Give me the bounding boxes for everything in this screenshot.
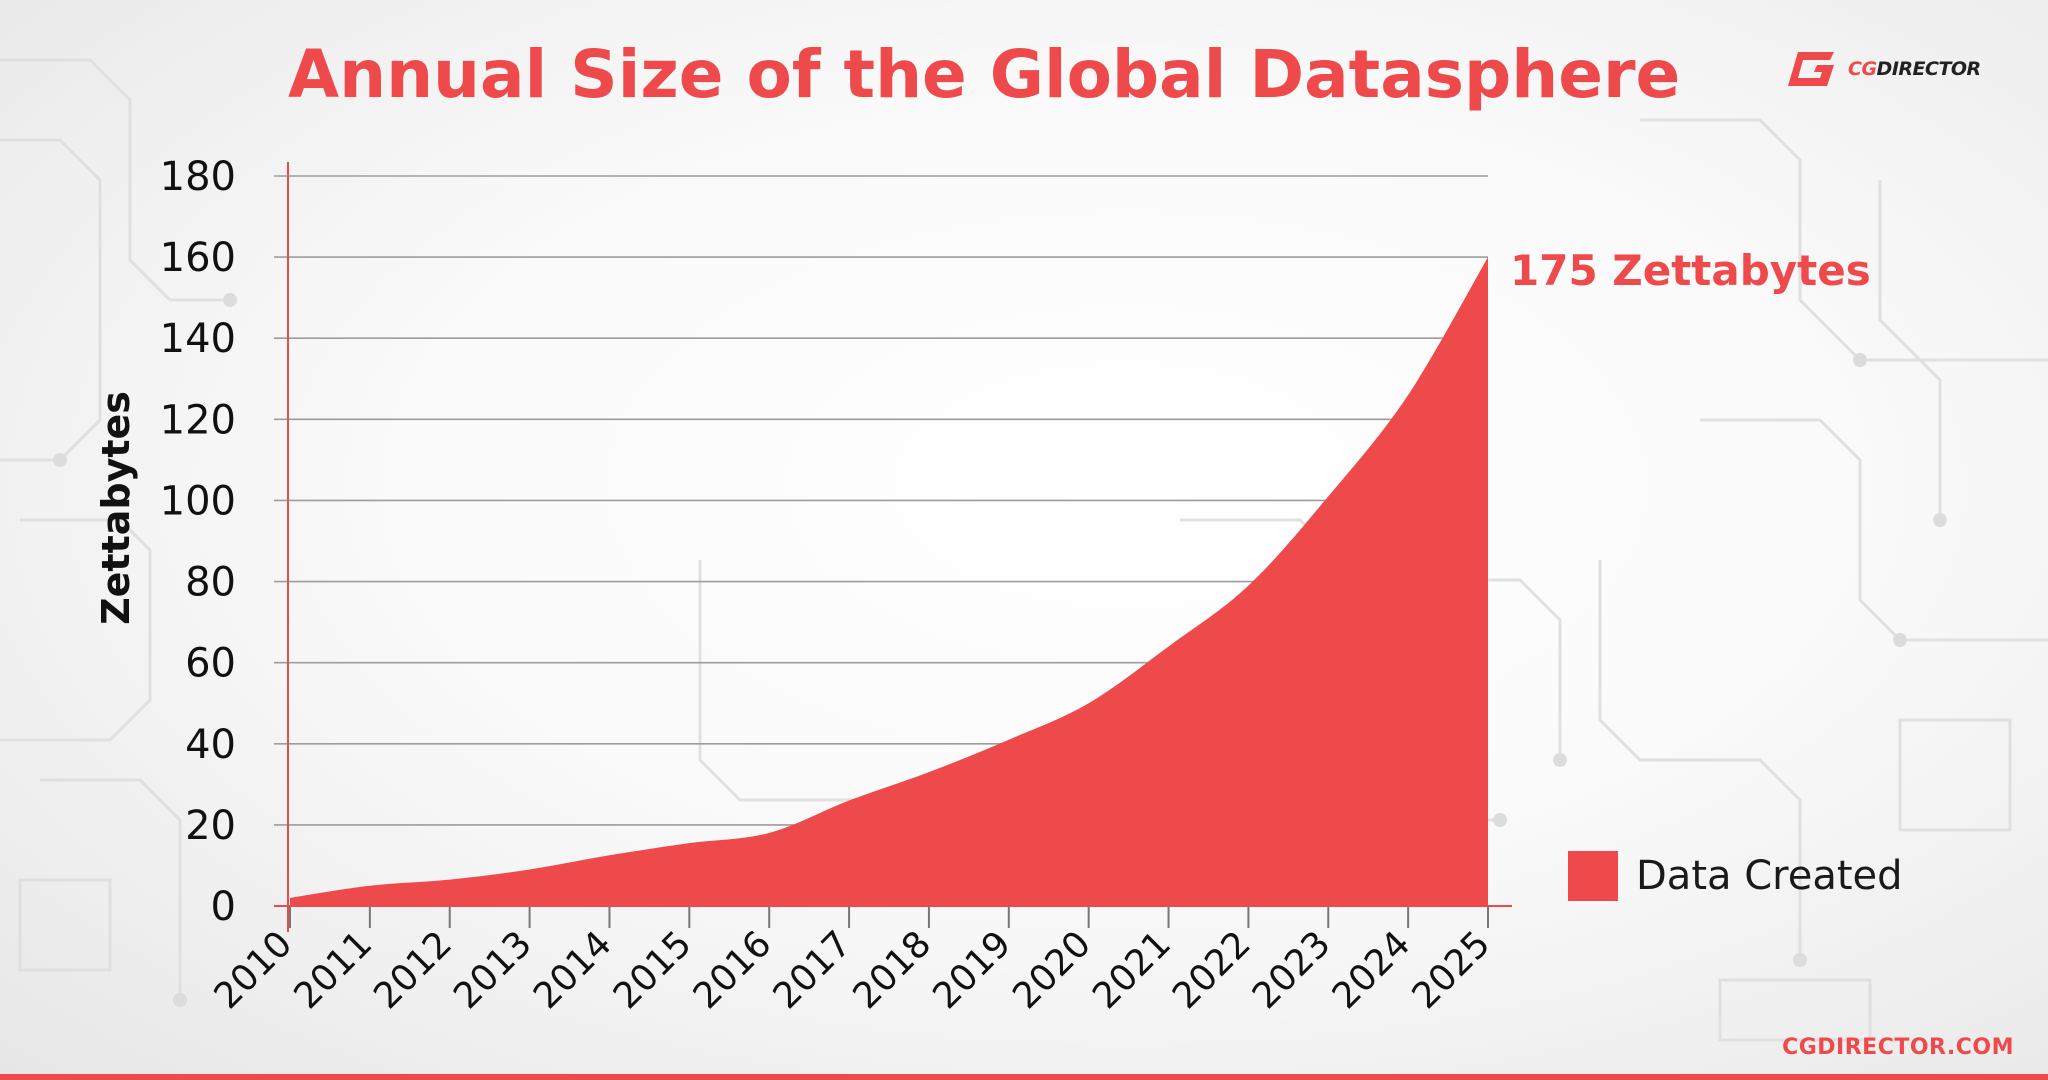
logo-text: CGDIRECTOR (1848, 58, 1981, 80)
x-tick-label: 2014 (526, 923, 620, 1017)
footer-url: CGDIRECTOR.COM (1782, 1035, 2014, 1060)
y-tick-label: 0 (211, 884, 236, 930)
end-value-annotation: 175 Zettabytes (1510, 246, 1871, 295)
x-tick-label: 2011 (286, 923, 380, 1017)
data-created-area (290, 257, 1488, 907)
brand-logo: CGDIRECTOR (1786, 46, 1990, 92)
x-tick-label: 2012 (366, 923, 460, 1017)
cg-logo-icon (1788, 52, 1834, 86)
y-tick-label: 20 (185, 803, 236, 849)
x-tick-label: 2023 (1245, 923, 1339, 1017)
y-tick-label: 80 (185, 560, 236, 606)
y-tick-label: 60 (185, 641, 236, 687)
x-tick-label: 2024 (1325, 923, 1419, 1017)
x-tick-label: 2020 (1005, 923, 1099, 1017)
x-tick-label: 2019 (925, 923, 1019, 1017)
legend: Data Created (1568, 850, 1903, 902)
y-tick-label: 160 (160, 235, 236, 281)
y-tick-label: 120 (160, 397, 236, 443)
legend-label: Data Created (1636, 853, 1903, 899)
x-tick-label: 2015 (606, 923, 700, 1017)
x-tick-label: 2018 (846, 923, 940, 1017)
x-tick-label: 2010 (207, 923, 301, 1017)
logo-text-rest: DIRECTOR (1876, 58, 1982, 80)
y-axis-label: Zettabytes (94, 391, 138, 625)
chart-title: Annual Size of the Global Datasphere (288, 36, 1681, 113)
x-tick-label: 2016 (686, 923, 780, 1017)
y-tick-label: 180 (160, 154, 236, 200)
y-tick-label: 140 (160, 316, 236, 362)
x-tick-label: 2022 (1165, 923, 1259, 1017)
x-tick-label: 2017 (766, 923, 860, 1017)
x-tick-label: 2013 (446, 923, 540, 1017)
x-tick-label: 2025 (1405, 923, 1499, 1017)
y-tick-label: 100 (160, 478, 236, 524)
logo-text-cg: CG (1848, 58, 1877, 80)
x-tick-label: 2021 (1085, 923, 1179, 1017)
legend-swatch (1568, 851, 1618, 901)
y-tick-label: 40 (185, 722, 236, 768)
bottom-accent-bar (0, 1074, 2048, 1080)
